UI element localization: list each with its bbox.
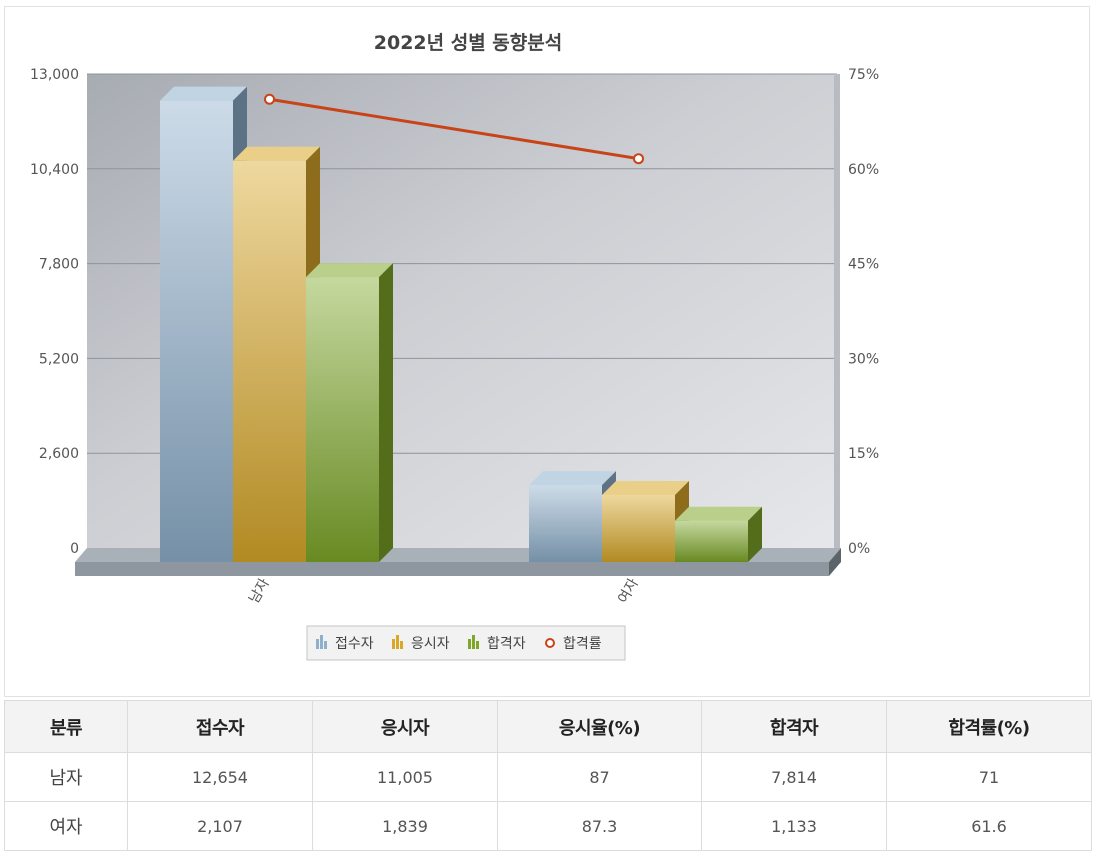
bar-front [529, 485, 602, 562]
cell-applicants: 12,654 [127, 752, 313, 802]
bar-top [529, 471, 616, 486]
y2-tick-label: 75% [848, 67, 879, 83]
y2-tick-label: 60% [848, 162, 879, 178]
bar-side [379, 263, 393, 562]
bar-top [602, 480, 689, 495]
legend: 접수자 응시자 합격자 합격률 [306, 625, 626, 661]
chart-container: 2022년 성별 동향분석 0 0% 2,600 15% 5,200 30% 7,800 45%… [4, 6, 1090, 697]
cell-pass-rate: 61.6 [886, 801, 1092, 851]
y2-tick-label: 15% [848, 446, 879, 462]
cell-examinees: 1,839 [312, 801, 498, 851]
header-category: 분류 [4, 700, 128, 753]
floor-front [75, 562, 829, 576]
cell-passers: 7,814 [701, 752, 887, 802]
header-exam-rate: 응시율(%) [497, 700, 702, 753]
legend-label: 응시자 [411, 636, 450, 652]
bar-top [675, 506, 762, 521]
y-tick-label: 2,600 [39, 446, 79, 462]
line-point [264, 93, 275, 105]
table-row: 남자 12,654 11,005 87 7,814 71 [4, 752, 1092, 802]
bar-top [306, 263, 393, 278]
table-row: 여자 2,107 1,839 87.3 1,133 61.6 [4, 801, 1092, 851]
legend-swatch [392, 635, 403, 649]
chart-title: 2022년 성별 동향분석 [374, 32, 562, 54]
cell-category: 남자 [4, 752, 128, 802]
bar-front [675, 520, 748, 562]
cell-examinees: 11,005 [312, 752, 498, 802]
bar-front [602, 494, 675, 562]
cell-applicants: 2,107 [127, 801, 313, 851]
y2-tick-label: 45% [848, 257, 879, 273]
line-합격률 [269, 97, 639, 161]
cell-exam-rate: 87.3 [497, 801, 702, 851]
y-tick-label: 10,400 [30, 162, 79, 178]
y2-tick-label: 30% [848, 351, 879, 367]
y2-tick-label: 0% [848, 541, 870, 557]
x-tick-label: 여자 [615, 576, 642, 606]
bar-side [748, 506, 762, 562]
bar-top [160, 86, 247, 101]
header-pass-rate: 합격률(%) [886, 700, 1092, 753]
header-applicants: 접수자 [127, 700, 313, 753]
table-header-row: 분류 접수자 응시자 응시율(%) 합격자 합격률(%) [4, 700, 1092, 753]
bar-합격자-여자 [675, 506, 762, 562]
stats-table: 분류 접수자 응시자 응시율(%) 합격자 합격률(%) 남자 12,654 1… [4, 700, 1092, 851]
legend-label: 접수자 [335, 636, 374, 652]
cell-exam-rate: 87 [497, 752, 702, 802]
legend-label: 합격자 [487, 636, 526, 652]
header-examinees: 응시자 [312, 700, 498, 753]
legend-swatch [468, 635, 479, 649]
bar-front [160, 100, 233, 562]
legend-box [306, 625, 626, 661]
y-tick-label: 13,000 [30, 67, 79, 83]
y-tick-label: 0 [70, 541, 79, 557]
cell-pass-rate: 71 [886, 752, 1092, 802]
x-tick-label: 남자 [246, 576, 273, 606]
line-point [633, 153, 644, 165]
y-tick-label: 5,200 [39, 351, 79, 367]
legend-swatch [316, 635, 327, 649]
cell-category: 여자 [4, 801, 128, 851]
header-passers: 합격자 [701, 700, 887, 753]
bar-front [306, 277, 379, 562]
bar-합격자-남자 [306, 263, 393, 562]
y-tick-label: 7,800 [39, 257, 79, 273]
legend-label: 합격률 [563, 636, 602, 652]
bar-top [233, 146, 320, 161]
bar-front [233, 160, 306, 562]
cell-passers: 1,133 [701, 801, 887, 851]
floor-side [829, 548, 841, 576]
chart-svg: 2022년 성별 동향분석 0 0% 2,600 15% 5,200 30% 7,800 45%… [30, 32, 879, 661]
legend-swatch [545, 638, 555, 648]
